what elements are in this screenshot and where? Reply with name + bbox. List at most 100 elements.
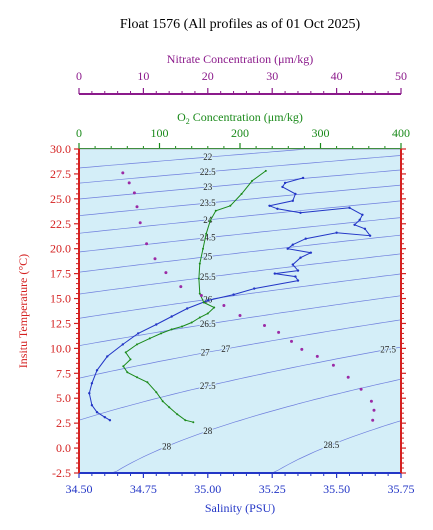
salinity-point bbox=[309, 251, 312, 254]
oxygen-point bbox=[160, 332, 163, 335]
salinity-point bbox=[291, 263, 294, 266]
nitrate-tick-label: 0 bbox=[76, 69, 82, 83]
oxygen-point bbox=[229, 204, 232, 207]
nitrate-tick-label: 40 bbox=[331, 69, 343, 83]
salinity-point bbox=[155, 323, 158, 326]
series-layer bbox=[88, 169, 376, 424]
salinity-point bbox=[363, 227, 367, 230]
density-contour-label: 24 bbox=[203, 215, 213, 225]
oxygen-point bbox=[176, 413, 179, 416]
oxygen-label-o: O bbox=[177, 110, 186, 124]
oxygen-point bbox=[209, 219, 212, 222]
salinity-point bbox=[299, 211, 302, 214]
salinity-point bbox=[170, 315, 173, 318]
oxygen-point bbox=[136, 376, 138, 379]
chart-title: Float 1576 (All profiles as of 01 Oct 20… bbox=[120, 17, 361, 32]
oxygen-point bbox=[184, 419, 187, 422]
nitrate-point bbox=[277, 330, 281, 334]
temperature-axis-label: Insitu Temperature (°C) bbox=[16, 254, 30, 368]
salinity-point bbox=[348, 206, 351, 209]
density-contour-label: 22 bbox=[203, 152, 212, 162]
nitrate-point bbox=[346, 375, 350, 379]
density-contour-label: 24.5 bbox=[200, 233, 216, 243]
nitrate-point bbox=[300, 347, 304, 351]
salinity-point bbox=[90, 382, 94, 385]
salinity-point bbox=[304, 237, 307, 240]
density-contour-label: 28.5 bbox=[324, 440, 340, 450]
salinity-point bbox=[299, 256, 302, 259]
temperature-tick-label: 15.0 bbox=[50, 292, 71, 306]
density-contour-label: 28 bbox=[162, 442, 172, 452]
nitrate-point bbox=[359, 387, 363, 391]
oxygen-tick-label: 0 bbox=[76, 126, 82, 140]
salinity-tick-label: 34.50 bbox=[66, 482, 93, 496]
salinity-tick-label: 34.75 bbox=[130, 482, 157, 496]
salinity-point bbox=[335, 231, 338, 234]
density-contours: 2222.52323.52424.52525.52626.5272727.527… bbox=[79, 149, 401, 473]
oxygen-point bbox=[161, 400, 164, 403]
oxygen-tick-label: 100 bbox=[151, 126, 169, 140]
salinity-tick-label: 35.50 bbox=[323, 482, 350, 496]
oxygen-point bbox=[198, 292, 201, 295]
density-contour-label: 27 bbox=[201, 348, 211, 358]
oxygen-point bbox=[155, 391, 158, 394]
density-contour-line bbox=[79, 200, 401, 234]
density-contour-label: 27.5 bbox=[380, 344, 396, 354]
density-contour-label: 25 bbox=[203, 252, 213, 262]
density-contour-line bbox=[79, 273, 401, 319]
temperature-tick-label: 10.0 bbox=[50, 341, 71, 355]
oxygen-point bbox=[126, 371, 129, 374]
salinity-point bbox=[301, 176, 305, 180]
temperature-tick-label: 17.5 bbox=[50, 267, 71, 281]
oxygen-point bbox=[192, 421, 195, 424]
temperature-tick-label: 7.5 bbox=[56, 366, 71, 380]
nitrate-point bbox=[290, 339, 293, 343]
salinity-point bbox=[88, 392, 91, 395]
density-contour-line bbox=[79, 295, 401, 347]
oxygen-label-sub: 2 bbox=[186, 117, 190, 126]
salinity-point bbox=[137, 332, 140, 335]
salinity-axis-label: Salinity (PSU) bbox=[205, 501, 275, 515]
nitrate-point bbox=[132, 191, 136, 195]
oxygen-point bbox=[213, 306, 216, 309]
temperature-tick-label: 0.0 bbox=[56, 441, 71, 455]
temperature-tick-label: 20.0 bbox=[50, 242, 71, 256]
nitrate-point bbox=[121, 171, 125, 175]
oxygen-axis: O2 Concentration (μm/kg) 0 100 200 300 400 bbox=[76, 110, 410, 150]
salinity-point bbox=[95, 411, 99, 414]
nitrate-point bbox=[138, 221, 142, 225]
oxygen-point bbox=[264, 169, 267, 172]
temperature-axis: Insitu Temperature (°C) -2.5 0.0 2.5 5.0 7.5… bbox=[16, 142, 80, 480]
oxygen-tick-label: 200 bbox=[231, 126, 249, 140]
nitrate-tick-label: 50 bbox=[395, 69, 407, 83]
salinity-point bbox=[283, 181, 287, 185]
salinity-point bbox=[121, 343, 125, 346]
salinity-point bbox=[291, 199, 294, 202]
salinity-point bbox=[95, 369, 99, 372]
nitrate-point bbox=[331, 363, 335, 367]
density-contour-line bbox=[79, 234, 401, 273]
density-contour-line bbox=[79, 149, 401, 169]
temperature-axis-right bbox=[400, 148, 406, 474]
density-contour-label: 27 bbox=[221, 344, 231, 354]
density-contour-label: 27.5 bbox=[200, 381, 216, 391]
salinity-point bbox=[276, 207, 279, 210]
nitrate-axis: Nitrate Concentration (μm/kg) 0 10 20 30 40 5… bbox=[76, 52, 407, 95]
density-contour-line bbox=[79, 420, 401, 473]
density-contour-line bbox=[79, 253, 401, 295]
density-contour-line bbox=[79, 378, 401, 473]
temperature-tick-label: 25.0 bbox=[50, 192, 71, 206]
salinity-point bbox=[232, 293, 235, 296]
nitrate-point bbox=[145, 242, 149, 246]
nitrate-point bbox=[222, 304, 226, 307]
salinity-point bbox=[90, 404, 94, 407]
nitrate-tick-label: 10 bbox=[137, 69, 149, 83]
nitrate-point bbox=[315, 354, 319, 358]
oxygen-point bbox=[251, 179, 254, 182]
oxygen-point bbox=[122, 365, 125, 368]
salinity-point bbox=[358, 218, 361, 221]
plot-area bbox=[79, 149, 401, 473]
salinity-axis: Salinity (PSU) 34.50 34.75 35.00 35.25 35.50… bbox=[66, 472, 415, 515]
salinity-point bbox=[103, 416, 107, 419]
